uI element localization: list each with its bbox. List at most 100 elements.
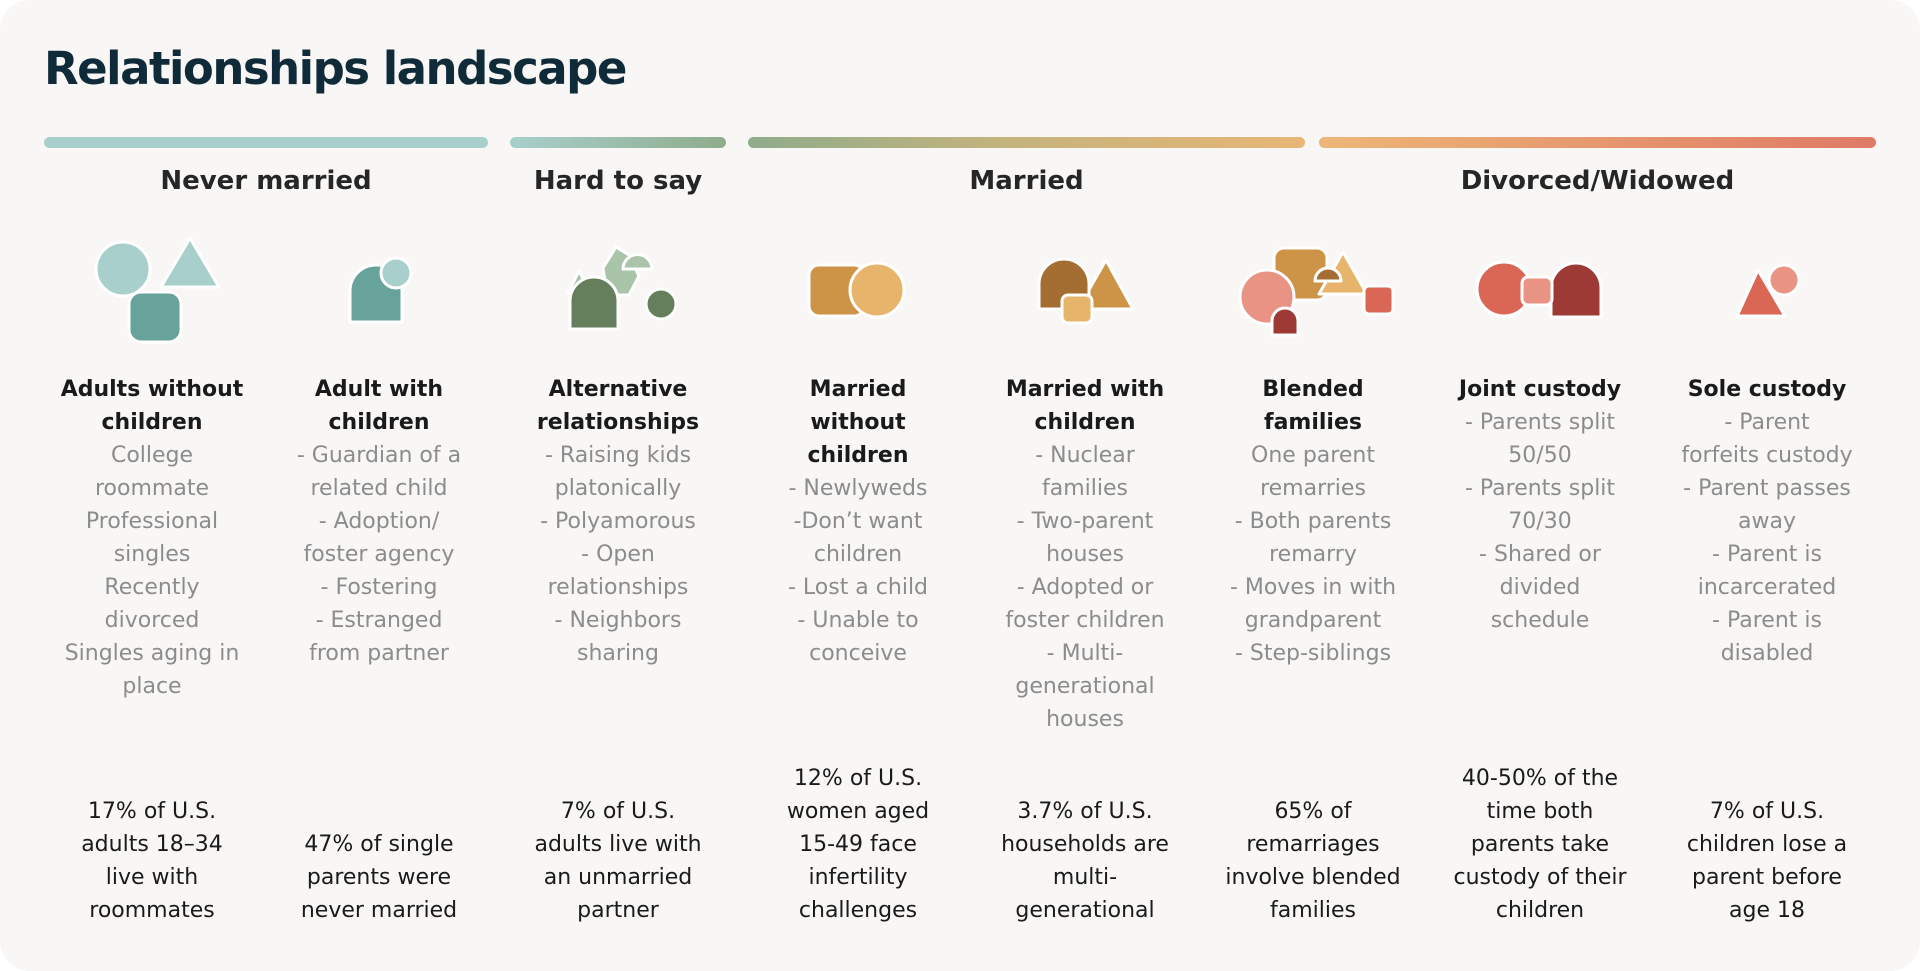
column-adults-without-children: Adults without children College roommate Pr… <box>42 0 262 971</box>
text-line: houses <box>1046 707 1124 732</box>
text-line: Recently <box>104 575 200 600</box>
text-line: partner <box>577 898 659 923</box>
text-line: incarcerated <box>1697 575 1837 600</box>
column-statistic: 47% of single parents were never married <box>269 828 489 927</box>
text-line: 17% of U.S. <box>87 799 217 824</box>
column-statistic: 12% of U.S. women aged 15-49 face infertili… <box>748 762 968 927</box>
text-line: 7% of U.S. <box>560 799 676 824</box>
column-description: - Parents split 50/50 - Parents split 70/30… <box>1430 406 1650 637</box>
text-line: - Shared or <box>1479 542 1601 567</box>
text-line: children <box>328 410 430 435</box>
column-heading: Blended families <box>1203 373 1423 439</box>
text-line: conceive <box>809 641 907 666</box>
column-description: College roommate Professional singles Recent… <box>42 439 262 703</box>
column-statistic: 3.7% of U.S. households are multi-generati… <box>975 795 1195 927</box>
text-line: Blended <box>1262 377 1364 402</box>
text-line: remarriages <box>1246 832 1380 857</box>
text-line: Singles aging in <box>64 641 240 666</box>
text-line: children <box>807 443 909 468</box>
text-line: 70/30 <box>1508 509 1572 534</box>
column-alternative-relationships: Alternative relationships - Raising kids p… <box>508 0 728 971</box>
text-line: Alternative <box>548 377 688 402</box>
text-line: remarries <box>1260 476 1366 501</box>
text-line: parents take <box>1470 832 1610 857</box>
text-line: grandparent <box>1244 608 1382 633</box>
column-description: - Nuclear families - Two-parent houses - Ado… <box>975 439 1195 736</box>
text-line: divorced <box>104 608 200 633</box>
joint-custody-icon <box>1475 260 1603 319</box>
column-blended-families: Blended families One parent remarries - Bot… <box>1203 0 1423 971</box>
text-line: infertility <box>808 865 908 890</box>
text-line: Married with <box>1005 377 1165 402</box>
text-line: without <box>810 410 906 435</box>
text-line: age 18 <box>1729 898 1805 923</box>
text-line: 65% of <box>1274 799 1352 824</box>
text-line: - Newlyweds <box>788 476 928 501</box>
text-line: relationships <box>547 575 689 600</box>
column-heading: Alternative relationships <box>508 373 728 439</box>
text-line: challenges <box>798 898 918 923</box>
text-line: - Fostering <box>320 575 438 600</box>
text-line: - Estranged <box>315 608 443 633</box>
text-line: foster agency <box>303 542 455 567</box>
text-line: - Multi- <box>1046 641 1124 666</box>
text-line: 40-50% of the <box>1461 766 1619 791</box>
text-line: - Parent passes <box>1683 476 1851 501</box>
text-line: parent before <box>1692 865 1842 890</box>
text-line: adults 18–34 <box>81 832 223 857</box>
text-line: custody of their <box>1453 865 1627 890</box>
text-line: 50/50 <box>1508 443 1572 468</box>
text-line: 12% of U.S. <box>793 766 923 791</box>
column-description: - Newlyweds -Don’t want children - Lost a c… <box>748 472 968 670</box>
text-line: related child <box>310 476 448 501</box>
text-line: schedule <box>1490 608 1590 633</box>
column-adult-with-children: Adult with children - Guardian of a relate… <box>269 0 489 971</box>
sole-custody-icon <box>1735 263 1801 318</box>
group-label-hard-to-say: Hard to say <box>533 166 703 196</box>
text-line: away <box>1738 509 1796 534</box>
text-line: an unmarried <box>543 865 693 890</box>
adult-with-children-icon <box>348 256 413 324</box>
text-line: singles <box>113 542 191 567</box>
text-line: roommate <box>95 476 209 501</box>
text-line: - Moves in with <box>1229 575 1397 600</box>
column-heading: Sole custody <box>1657 373 1877 406</box>
text-line: Adult with <box>314 377 444 402</box>
text-line: - Guardian of a <box>296 443 462 468</box>
text-line: - Parent <box>1724 410 1810 435</box>
text-line: children <box>1495 898 1585 923</box>
text-line: foster children <box>1005 608 1165 633</box>
column-statistic: 7% of U.S. adults live with an unmarried pa… <box>508 795 728 927</box>
text-line: 47% of single <box>304 832 454 857</box>
group-label-never-married: Never married <box>160 166 372 196</box>
text-line: - Parents split <box>1464 410 1616 435</box>
column-married-with-children: Married with children - Nuclear families - … <box>975 0 1195 971</box>
text-line: - Both parents <box>1234 509 1392 534</box>
column-heading: Adults without children <box>42 373 262 439</box>
text-line: College <box>110 443 194 468</box>
column-married-without-children: Married without children - Newlyweds -Don’t… <box>748 0 968 971</box>
text-line: - Two-parent <box>1016 509 1154 534</box>
text-line: - Adopted or <box>1016 575 1154 600</box>
text-line: involve blended <box>1225 865 1401 890</box>
text-line: 15-49 face <box>799 832 917 857</box>
text-line: platonically <box>554 476 682 501</box>
page-title: Relationships landscape <box>44 42 627 95</box>
text-line: adults live with <box>534 832 702 857</box>
column-heading: Joint custody <box>1430 373 1650 406</box>
text-line: parents were <box>306 865 452 890</box>
text-line: time both <box>1486 799 1594 824</box>
text-line: - Raising kids <box>544 443 692 468</box>
column-statistic: 40-50% of the time both parents take custod… <box>1430 762 1650 927</box>
group-label-divorced-widowed: Divorced/Widowed <box>1460 166 1735 196</box>
text-line: women aged <box>786 799 930 824</box>
married-bar <box>748 137 1305 148</box>
text-line: multi- <box>1052 865 1118 890</box>
text-line: - Polyamorous <box>540 509 696 534</box>
text-line: remarry <box>1269 542 1357 567</box>
text-line: disabled <box>1720 641 1814 666</box>
text-line: children <box>813 542 903 567</box>
column-description: - Parent forfeits custody - Parent passes a… <box>1657 406 1877 670</box>
text-line: - Nuclear <box>1035 443 1135 468</box>
